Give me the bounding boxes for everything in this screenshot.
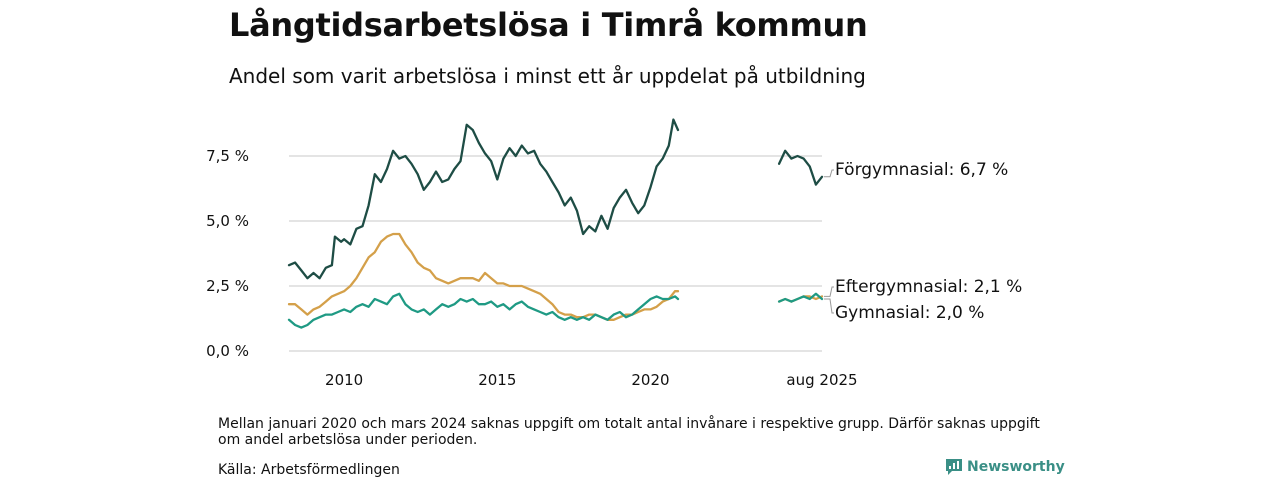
leader-line — [824, 286, 834, 297]
series-end-labels: Förgymnasial: 6,7 % Eftergymnasial: 2,1 %… — [824, 160, 1022, 323]
series-line-gymnasial — [287, 292, 824, 329]
x-tick-label: aug 2025 — [786, 371, 857, 389]
series-end-label: Gymnasial: 2,0 % — [835, 303, 984, 323]
series-lines — [287, 118, 824, 329]
series-end-label: Eftergymnasial: 2,1 % — [835, 277, 1022, 297]
y-tick-label: 2,5 % — [206, 277, 249, 295]
series-line-förgymnasial — [287, 118, 824, 280]
brand-name: Newsworthy — [967, 459, 1065, 475]
x-tick-label: 2020 — [631, 371, 669, 389]
leader-line — [824, 298, 834, 314]
x-tick-label: 2010 — [325, 371, 363, 389]
chart-subtitle: Andel som varit arbetslösa i minst ett å… — [229, 64, 866, 88]
series-end-label: Förgymnasial: 6,7 % — [835, 160, 1008, 180]
x-axis-ticks: 2010 2015 2020 aug 2025 — [325, 371, 858, 389]
y-tick-label: 7,5 % — [206, 147, 249, 165]
chart-title: Långtidsarbetslösa i Timrå kommun — [229, 6, 868, 44]
grid-lines — [289, 155, 822, 352]
x-tick-label: 2015 — [478, 371, 516, 389]
footnote: Mellan januari 2020 och mars 2024 saknas… — [218, 416, 1040, 448]
leader-line — [824, 169, 834, 178]
y-axis-ticks: 0,0 % 2,5 % 5,0 % 7,5 % — [206, 147, 249, 360]
y-tick-label: 0,0 % — [206, 342, 249, 360]
brand-logo: Newsworthy — [945, 458, 1065, 476]
newsworthy-icon — [946, 459, 962, 475]
source-credit: Källa: Arbetsförmedlingen — [218, 462, 400, 478]
y-tick-label: 5,0 % — [206, 212, 249, 230]
